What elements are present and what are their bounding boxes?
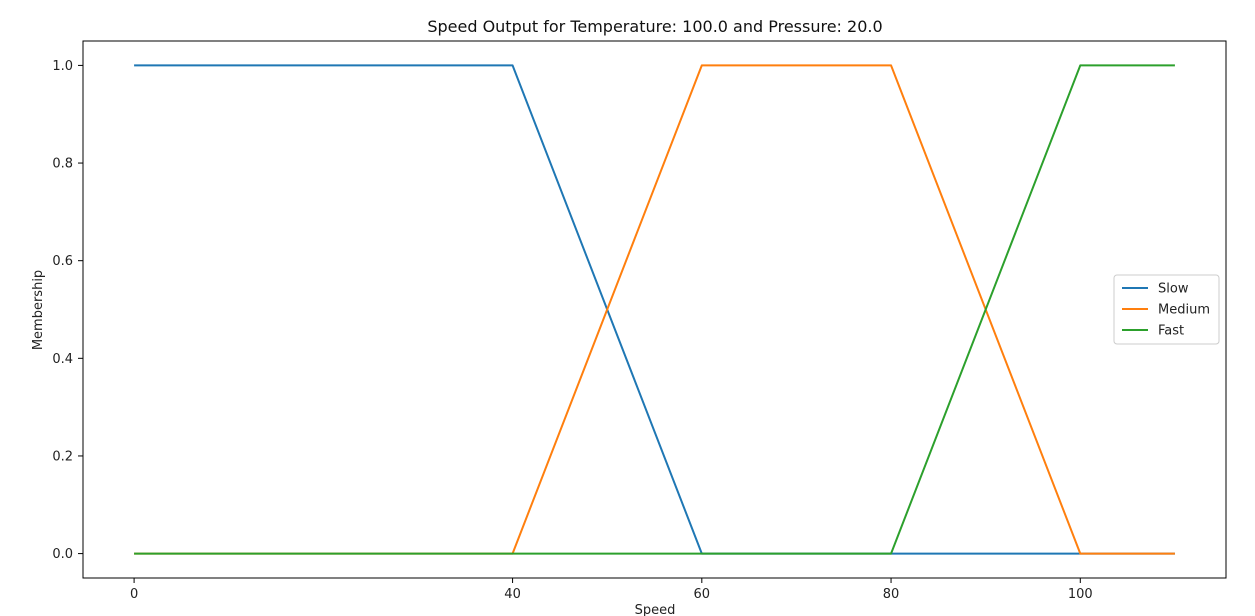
x-tick-label: 80 [883, 587, 900, 602]
x-axis: 0 40 60 80 100 [130, 578, 1093, 602]
y-tick-label: 0.6 [52, 254, 73, 269]
y-tick-label: 0.4 [52, 352, 73, 367]
plot-area [82, 40, 1227, 579]
y-axis-label: Membership [31, 270, 46, 350]
legend-box [1113, 274, 1220, 345]
series-line-fast [134, 64, 1175, 555]
y-axis: 0.0 0.2 0.4 0.6 0.8 1.0 [52, 59, 83, 562]
y-tick-label: 0.8 [52, 157, 73, 172]
x-tick-label: 40 [504, 587, 521, 602]
x-tick-label: 60 [694, 587, 711, 602]
y-tick-label: 0.0 [52, 547, 73, 562]
x-axis-label: Speed [635, 603, 676, 616]
chart-title: Speed Output for Temperature: 100.0 and … [427, 17, 882, 36]
legend: Slow Medium Fast [1113, 274, 1220, 345]
x-tick-label: 100 [1068, 587, 1093, 602]
legend-label-slow: Slow [1158, 282, 1189, 297]
legend-label-medium: Medium [1158, 303, 1210, 318]
legend-label-fast: Fast [1158, 324, 1184, 339]
y-tick-label: 1.0 [52, 59, 73, 74]
x-tick-label: 0 [130, 587, 138, 602]
y-tick-label: 0.2 [52, 449, 73, 464]
series-lines [134, 64, 1175, 555]
